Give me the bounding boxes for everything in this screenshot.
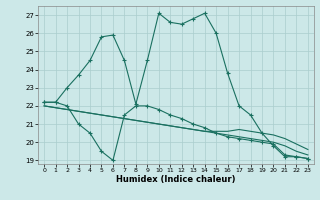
X-axis label: Humidex (Indice chaleur): Humidex (Indice chaleur) [116, 175, 236, 184]
